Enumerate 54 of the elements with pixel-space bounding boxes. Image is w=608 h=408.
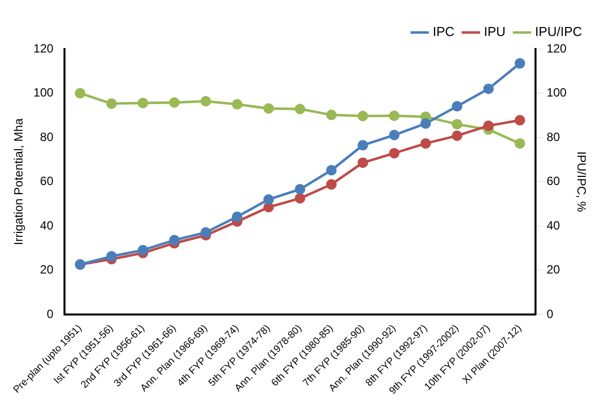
point bbox=[388, 148, 400, 158]
point bbox=[263, 194, 274, 205]
point bbox=[452, 130, 462, 141]
y-tick-label: 0 bbox=[46, 306, 54, 321]
legend-label: IPU bbox=[484, 24, 506, 40]
point bbox=[420, 118, 431, 129]
point bbox=[452, 118, 462, 130]
point bbox=[483, 120, 494, 132]
legend-label: IPU/IPC bbox=[535, 24, 582, 40]
point bbox=[514, 58, 526, 69]
legend-label: IPC bbox=[432, 24, 454, 40]
y2-tick-label: 0 bbox=[546, 306, 554, 321]
y-axis-title: Irrigation Potential, Mha bbox=[12, 118, 26, 246]
point bbox=[294, 184, 306, 195]
y-tick-label: 80 bbox=[40, 130, 54, 144]
y2-tick-label: 100 bbox=[546, 86, 567, 100]
y-tick-label: 100 bbox=[33, 86, 54, 100]
y2-tick-label: 60 bbox=[546, 174, 560, 188]
point bbox=[294, 193, 306, 204]
point bbox=[326, 164, 337, 176]
point bbox=[358, 110, 368, 122]
point bbox=[358, 157, 368, 168]
point bbox=[514, 114, 526, 126]
point bbox=[388, 130, 400, 140]
point bbox=[200, 227, 212, 238]
point bbox=[200, 96, 212, 106]
point bbox=[106, 251, 117, 262]
point bbox=[483, 84, 494, 94]
point bbox=[169, 234, 180, 246]
point bbox=[138, 98, 148, 108]
y2-tick-label: 20 bbox=[546, 262, 560, 277]
point bbox=[452, 101, 462, 112]
y2-tick-label: 40 bbox=[546, 218, 560, 232]
y2-axis-title: IPU/IPC, % bbox=[574, 151, 588, 212]
point bbox=[138, 244, 148, 256]
y-tick-label: 20 bbox=[40, 262, 54, 277]
point bbox=[420, 138, 431, 149]
point bbox=[74, 88, 86, 98]
point bbox=[106, 98, 117, 109]
y-tick-label: 120 bbox=[33, 41, 54, 56]
point bbox=[514, 138, 526, 149]
y2-tick-label: 80 bbox=[546, 130, 560, 144]
point bbox=[263, 103, 274, 114]
point bbox=[326, 110, 337, 120]
point bbox=[326, 179, 337, 190]
point bbox=[232, 99, 242, 110]
y-tick-label: 60 bbox=[40, 174, 54, 188]
point bbox=[169, 97, 180, 108]
y-tick-label: 40 bbox=[40, 218, 54, 232]
point bbox=[358, 140, 368, 150]
point bbox=[232, 211, 242, 222]
point bbox=[294, 104, 306, 114]
point bbox=[388, 110, 400, 122]
y2-tick-label: 120 bbox=[546, 41, 567, 56]
